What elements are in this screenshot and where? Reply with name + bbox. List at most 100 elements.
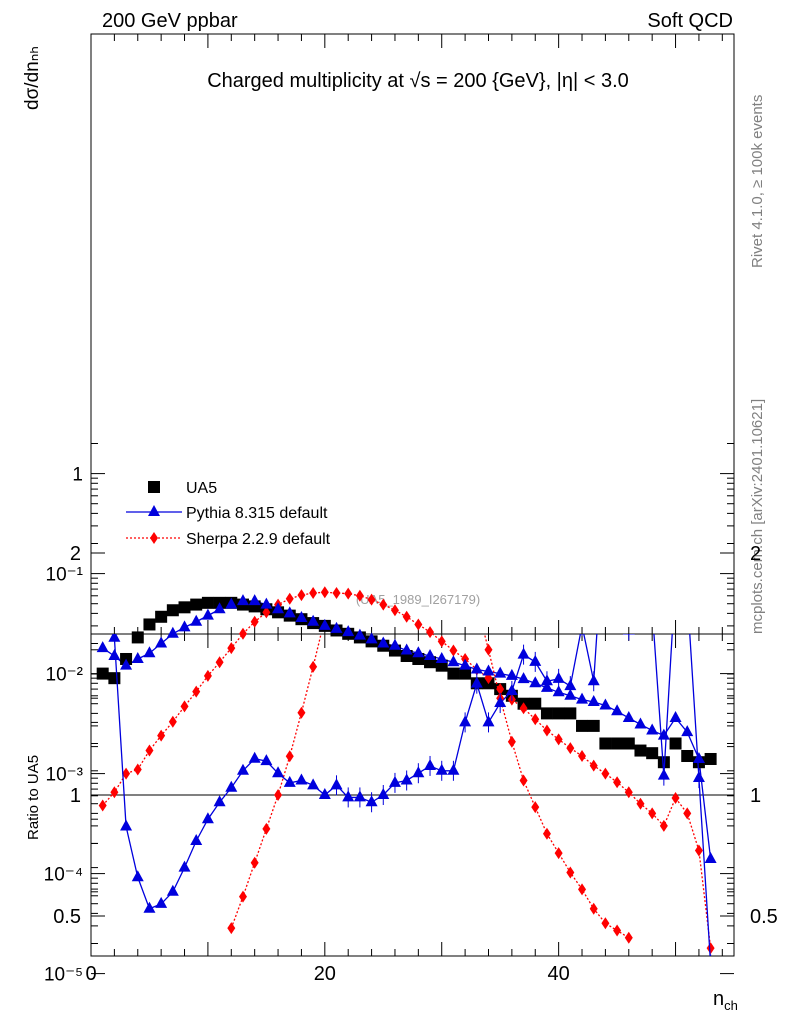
pythia-ratio-line — [112, 634, 711, 956]
pythia-main-point — [552, 685, 565, 697]
ratio-ytick-label-right: 2 — [750, 543, 761, 565]
main-axis-ticks: 10⁻⁵ 10⁻⁴ 10⁻³ 10⁻² 10⁻¹ 1 — [44, 34, 734, 986]
ratio-ytick-label: 1 — [70, 785, 81, 807]
sherpa-ratio-point — [438, 508, 446, 520]
sherpa-main-point — [332, 586, 341, 599]
sherpa-ratio-point — [554, 847, 563, 860]
ua5-data-point — [576, 719, 589, 732]
sherpa-main-point — [601, 767, 610, 780]
sherpa-ratio-point — [403, 474, 411, 486]
pythia-main-point — [120, 658, 133, 670]
pythia-ratio-point — [295, 773, 308, 785]
main-ytick-label: 10⁻² — [46, 665, 84, 686]
pythia-ratio-point — [412, 766, 425, 778]
ua5-data-point — [552, 707, 565, 720]
pythia-main-point — [272, 602, 285, 614]
pythia-ratio-point — [377, 788, 390, 799]
sherpa-ratio-point — [344, 528, 352, 540]
pythia-main-point — [353, 628, 366, 640]
analysis-watermark: (UA5_1989_I267179) — [356, 592, 480, 607]
sherpa-main-point — [367, 593, 376, 606]
sherpa-main-point — [531, 713, 540, 726]
sherpa-ratio-point — [624, 931, 633, 944]
pythia-main-point — [190, 614, 203, 626]
pythia-ratio-point — [564, 679, 577, 691]
ua5-data-point — [459, 667, 472, 680]
sherpa-main-point — [355, 589, 364, 602]
ua5-data-point — [646, 747, 659, 760]
pythia-main-point — [505, 668, 518, 680]
sherpa-ratio-point — [391, 467, 399, 479]
sherpa-ratio-point — [426, 494, 434, 506]
sherpa-main-point — [110, 786, 119, 799]
pythia-main-point — [459, 658, 472, 670]
pythia-ratio-point — [670, 570, 682, 581]
pythia-main-point — [388, 638, 401, 650]
pythia-ratio-point — [599, 498, 611, 509]
sherpa-ratio-point — [601, 917, 610, 930]
legend-pythia-label: Pythia 8.315 default — [186, 505, 328, 522]
pythia-ratio-point — [318, 788, 331, 799]
sherpa-ratio-point — [449, 525, 457, 537]
pythia-ratio-point — [552, 671, 565, 683]
pythia-main-point — [435, 651, 448, 663]
pythia-ratio-point — [166, 884, 179, 896]
pythia-ratio-point — [611, 575, 623, 586]
sherpa-main-point — [426, 626, 435, 639]
pythia-main-point — [692, 751, 705, 763]
pythia-ratio-point — [447, 763, 460, 775]
main-title: Charged multiplicity at √s = 200 {GeV}, … — [207, 70, 629, 92]
pythia-main-point — [96, 641, 109, 653]
sherpa-main-point — [203, 669, 212, 682]
sherpa-main-point — [613, 776, 622, 789]
pythia-ratio-point — [213, 795, 226, 807]
pythia-ratio-point — [248, 751, 261, 763]
sherpa-ratio-point — [542, 827, 551, 840]
ua5-data-point — [634, 744, 647, 757]
pythia-main-point — [166, 626, 179, 638]
pythia-ratio-point — [97, 587, 109, 598]
sherpa-ratio-point — [297, 706, 306, 719]
sherpa-main-point — [215, 656, 224, 669]
ua5-data-point — [611, 737, 624, 750]
ratio-ytick-label-right: 0.5 — [750, 906, 778, 928]
pythia-ratio-point — [190, 833, 203, 845]
main-ylabel: dσ/dnₙₕ — [22, 46, 43, 110]
rivet-label: Rivet 4.1.0, ≥ 100k events — [749, 95, 766, 268]
main-ytick-label: 1 — [72, 465, 83, 486]
main-ytick-label: 10⁻¹ — [46, 565, 84, 586]
sherpa-main-point — [168, 715, 177, 728]
sherpa-main-point — [437, 635, 446, 648]
xtick-label: 40 — [548, 963, 570, 985]
pythia-main-point — [283, 606, 296, 618]
sherpa-ratio-point — [613, 924, 622, 937]
sherpa-ratio-point — [356, 499, 364, 511]
pythia-main-point — [646, 723, 659, 735]
pythia-main-point — [412, 646, 425, 658]
main-ytick-label: 10⁻³ — [46, 765, 84, 786]
pythia-main-point — [260, 597, 273, 609]
sherpa-main-point — [683, 807, 692, 820]
pythia-ratio-point — [435, 763, 448, 775]
legend-sherpa-marker — [150, 532, 158, 544]
pythia-main-point — [704, 851, 717, 863]
sherpa-main-point — [566, 742, 575, 755]
ratio-ytick-label-right: 1 — [750, 785, 761, 807]
pythia-main-point — [400, 643, 413, 655]
sherpa-main-point — [402, 610, 411, 623]
ua5-data-point — [657, 756, 670, 769]
pythia-main-point — [424, 648, 437, 660]
ua5-data-point — [201, 596, 214, 609]
ua5-data-point — [131, 631, 144, 644]
sherpa-main-point — [238, 627, 247, 640]
sherpa-ratio-point — [333, 566, 341, 578]
ratio-ytick-label: 0.5 — [53, 906, 81, 928]
pythia-main-point — [517, 672, 530, 684]
sherpa-main-point — [344, 587, 353, 600]
sherpa-main-point — [192, 685, 201, 698]
main-ytick-label: 10⁻⁴ — [44, 865, 83, 886]
ua5-data-point — [96, 667, 109, 680]
sherpa-main-point — [624, 786, 633, 799]
sherpa-main-point — [659, 819, 668, 832]
legend-ua5-marker — [148, 481, 160, 493]
